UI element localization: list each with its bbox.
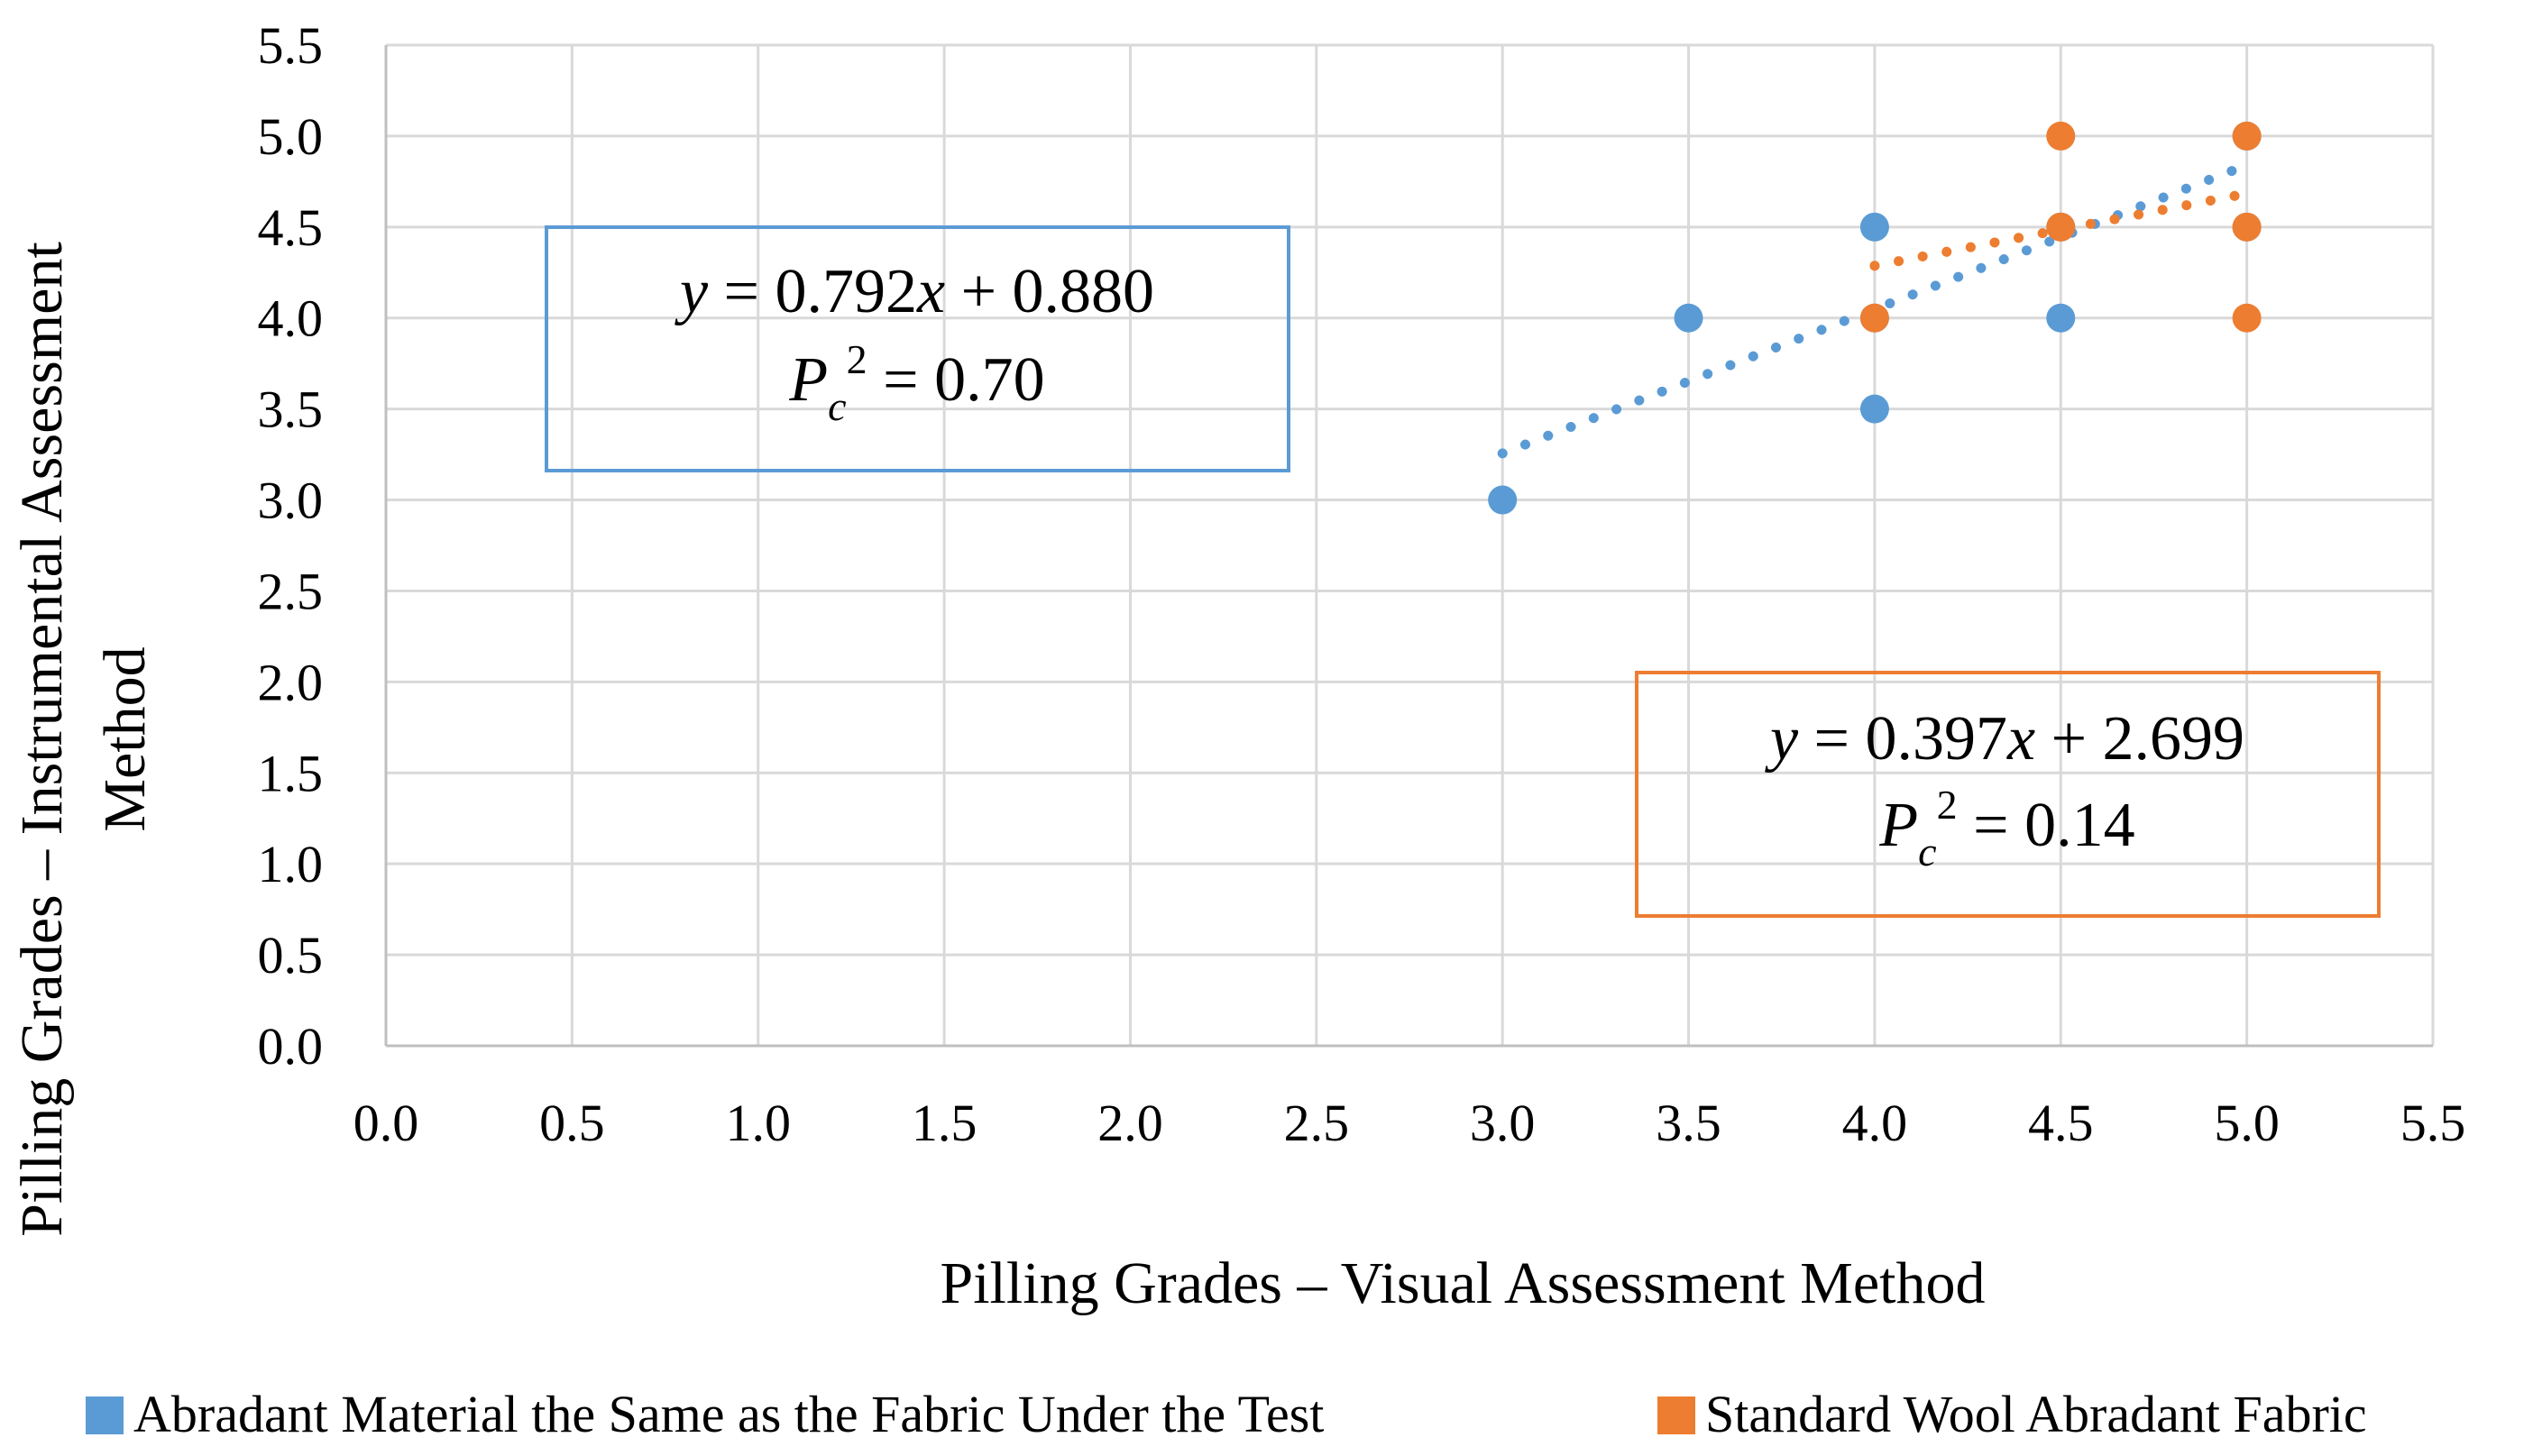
x-tick-label: 2.5 bbox=[1284, 1094, 1350, 1152]
y-tick-label: 0.0 bbox=[258, 1017, 324, 1076]
x-tick-label: 5.5 bbox=[2400, 1094, 2466, 1152]
trendlines bbox=[1497, 160, 2253, 459]
y-tick-label: 1.5 bbox=[258, 744, 324, 802]
legend-label-series-1: Abradant Material the Same as the Fabric… bbox=[133, 1385, 1324, 1443]
y-axis-title-line-2: Method bbox=[92, 646, 158, 831]
y-tick-label: 5.5 bbox=[258, 16, 324, 75]
y-axis-title: Pilling Grades – Instrumental Assessment… bbox=[9, 242, 158, 1237]
axes: 0.0 0.5 1.0 1.5 2.0 2.5 3.0 3.5 4.0 4.5 5.0 5.5 0.0 0… bbox=[258, 16, 2466, 1152]
data-point-series-2 bbox=[2232, 303, 2262, 333]
grid bbox=[386, 43, 2435, 1046]
equation-box-series-1: y = 0.792x + 0.880 Pc2 = 0.70 bbox=[545, 225, 1290, 472]
x-tick-label: 1.0 bbox=[725, 1094, 791, 1152]
r2-text-series-2: Pc2 = 0.14 bbox=[1878, 782, 2134, 875]
data-point-series-1 bbox=[1859, 212, 1889, 242]
y-axis-title-line-1: Pilling Grades – Instrumental Assessment bbox=[9, 242, 75, 1237]
x-tick-label: 3.5 bbox=[1656, 1094, 1721, 1152]
x-tick-label: 5.0 bbox=[2214, 1094, 2280, 1152]
y-tick-label: 5.0 bbox=[258, 107, 324, 166]
trendline-series-2 bbox=[1869, 188, 2253, 271]
x-tick-label: 1.5 bbox=[912, 1094, 977, 1152]
data-point-series-2 bbox=[1859, 303, 1889, 333]
r2-text-series-1: Pc2 = 0.70 bbox=[788, 336, 1044, 429]
equation-text-series-1: y = 0.792x + 0.880 bbox=[675, 257, 1154, 326]
x-tick-label: 0.0 bbox=[353, 1094, 419, 1152]
x-tick-label: 4.5 bbox=[2028, 1094, 2094, 1152]
data-point-series-2 bbox=[2232, 212, 2262, 242]
y-tick-label: 1.0 bbox=[258, 835, 324, 893]
y-tick-label: 2.5 bbox=[258, 562, 324, 620]
y-tick-label: 4.5 bbox=[258, 198, 324, 257]
legend-swatch-series-1 bbox=[86, 1396, 124, 1434]
data-point-series-1 bbox=[1674, 303, 1703, 333]
data-point-series-2 bbox=[2046, 121, 2076, 151]
data-point-series-1 bbox=[1488, 485, 1518, 515]
y-tick-label: 4.0 bbox=[258, 289, 324, 348]
legend-label-series-2: Standard Wool Abradant Fabric bbox=[1705, 1385, 2367, 1443]
data-point-series-2 bbox=[2046, 212, 2076, 242]
x-tick-label: 2.0 bbox=[1097, 1094, 1163, 1152]
data-point-series-1 bbox=[2046, 303, 2076, 333]
legend: Abradant Material the Same as the Fabric… bbox=[86, 1385, 2367, 1443]
data-point-series-1 bbox=[1859, 394, 1889, 424]
data-points bbox=[1488, 121, 2262, 515]
y-tick-label: 3.0 bbox=[258, 472, 324, 530]
equation-box-series-2: y = 0.397x + 2.699 Pc2 = 0.14 bbox=[1635, 671, 2381, 918]
x-tick-label: 0.5 bbox=[539, 1094, 605, 1152]
x-tick-label: 4.0 bbox=[1842, 1094, 1908, 1152]
equation-text-series-2: y = 0.397x + 2.699 bbox=[1765, 704, 2244, 774]
x-axis-title: Pilling Grades – Visual Assessment Metho… bbox=[941, 1250, 1986, 1316]
y-tick-label: 2.0 bbox=[258, 653, 324, 711]
x-tick-label: 3.0 bbox=[1470, 1094, 1536, 1152]
y-tick-label: 3.5 bbox=[258, 380, 324, 439]
y-tick-label: 0.5 bbox=[258, 926, 324, 984]
legend-swatch-series-2 bbox=[1657, 1396, 1695, 1434]
data-point-series-2 bbox=[2232, 121, 2262, 151]
